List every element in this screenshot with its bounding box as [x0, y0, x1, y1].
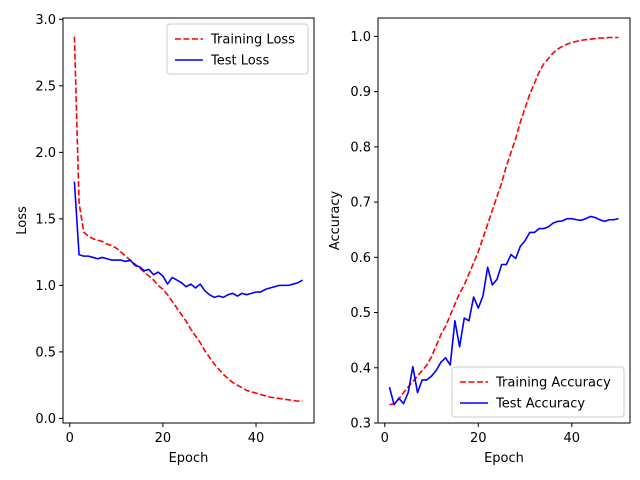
loss-chart: 0 20 40 0.0 0.5 1.0 1.5 2.0 2.5 3.0 Epoch Loss Train… [15, 13, 315, 466]
y-tick-label: 0.5 [350, 306, 371, 321]
y-tick-label: 0.6 [350, 251, 371, 266]
y-tick-label: 1.0 [35, 279, 56, 294]
y-tick-label: 2.0 [35, 146, 56, 161]
x-axis-label: Epoch [169, 451, 209, 466]
y-tick-label: 0.9 [350, 85, 371, 100]
x-axis-label: Epoch [484, 451, 524, 466]
legend-entry-label: Test Accuracy [495, 397, 585, 412]
accuracy-chart: 0 20 40 0.3 0.4 0.5 0.6 0.7 0.8 0.9 1.0 Epoch Accura… [328, 17, 631, 466]
plot-frame [62, 17, 315, 424]
y-tick-label: 0.3 [350, 417, 371, 432]
legend: Training Loss Test Loss [166, 23, 309, 75]
y-tick-label: 0.7 [350, 196, 371, 211]
x-tick-label: 0 [381, 431, 389, 446]
x-tick-label: 20 [470, 431, 487, 446]
y-axis-label: Loss [15, 206, 30, 235]
y-tick-label: 1.5 [35, 212, 56, 227]
y-tick-label: 0.4 [350, 361, 371, 376]
x-tick-label: 40 [564, 431, 581, 446]
plot-frame [377, 17, 631, 424]
y-tick-label: 3.0 [35, 13, 56, 28]
legend-entry-label: Test Loss [210, 54, 269, 69]
x-tick-label: 20 [155, 431, 172, 446]
x-tick-label: 0 [66, 431, 74, 446]
y-tick-label: 0.0 [35, 412, 56, 427]
series-line-test-loss [73, 181, 303, 299]
series-line-training-loss [73, 36, 303, 402]
y-axis-label: Accuracy [328, 191, 343, 251]
legend-box [451, 366, 625, 418]
y-tick-label: 0.5 [35, 345, 56, 360]
y-tick-label: 0.8 [350, 140, 371, 155]
legend-entry-label: Training Loss [210, 33, 295, 48]
series-line-test-accuracy [388, 215, 619, 406]
legend-box [166, 23, 309, 75]
x-tick-label: 40 [248, 431, 265, 446]
legend-entry-label: Training Accuracy [495, 376, 611, 391]
y-tick-label: 1.0 [350, 30, 371, 45]
legend: Training Accuracy Test Accuracy [451, 366, 625, 418]
y-tick-label: 2.5 [35, 79, 56, 94]
